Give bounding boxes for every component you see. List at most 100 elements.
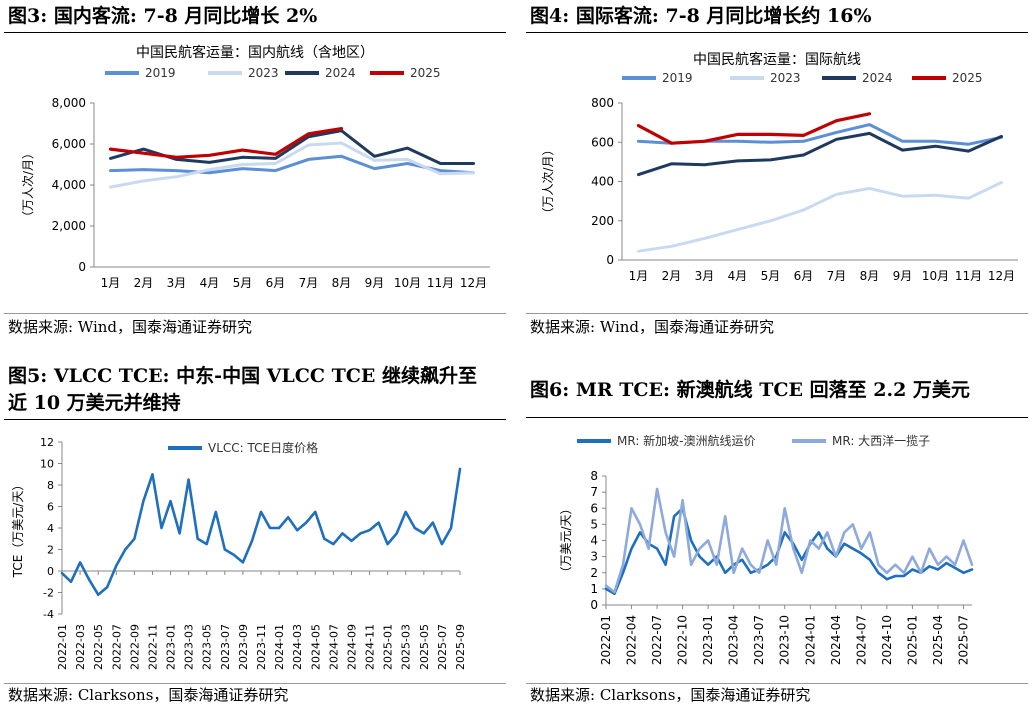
y-tick-label: 600 [591, 135, 614, 149]
chart-fig4: 中国民航客运量：国际航线 （万人次/月） 0 200 400 600 800 1月 2月 3月 4月… [541, 51, 1018, 283]
x-tick-label: 2022-09 [128, 624, 141, 670]
y-axis-label: TCE（万美元/天） [11, 479, 25, 579]
x-tick-label: 2025-07 [436, 624, 449, 670]
legend-label: 2025 [952, 71, 983, 85]
chart-fig5: TCE（万美元/天） -4 -2 0 2 4 6 8 10 12 2022-01 2022-03 202… [11, 436, 467, 670]
legend-label: 2025 [410, 66, 441, 80]
x-tick-label: 11月 [427, 276, 454, 290]
x-tick-label: 2022-11 [146, 624, 159, 670]
x-tick-label: 2024-09 [345, 624, 358, 670]
x-tick-label: 12月 [988, 269, 1015, 283]
x-tick-label: 3月 [167, 276, 187, 290]
x-tick-label: 2024-05 [309, 624, 322, 670]
y-axis-label: （万人次/月） [21, 147, 35, 223]
legend-label: 2024 [325, 66, 356, 80]
y-tick-label: 2,000 [52, 219, 86, 233]
source-note: 数据来源: Clarksons，国泰海通证券研究 [8, 686, 289, 704]
y-tick-label: -2 [43, 587, 54, 600]
panel-title: 图4: 国际客流: 7-8 月同比增长约 16% [530, 5, 872, 27]
x-tick-label: 7月 [299, 276, 319, 290]
x-tick-label: 3月 [695, 269, 715, 283]
series-line-4 [108, 126, 344, 159]
y-tick-label: 4,000 [52, 178, 86, 192]
panel-fig5: 图5: VLCC TCE: 中东-中国 VLCC TCE 继续飙升至 近 10 … [0, 360, 510, 706]
y-tick-label: 8 [47, 479, 54, 492]
legend-label: 2024 [862, 71, 893, 85]
x-tick-label: 2023-01 [701, 615, 715, 665]
y-tick-label: 0 [78, 260, 86, 274]
y-tick-label: 800 [591, 96, 614, 110]
x-tick-label: 2023-07 [752, 615, 766, 665]
series-line-3 [637, 131, 1003, 177]
x-tick-label: 2023-01 [165, 624, 178, 670]
y-tick-label: 5 [590, 517, 598, 531]
x-tick-label: 5月 [233, 276, 253, 290]
legend-label: 2023 [248, 66, 279, 80]
x-tick-label: 2022-07 [650, 615, 664, 665]
y-tick-label: 4 [47, 522, 54, 535]
legend-label: 2023 [770, 71, 801, 85]
x-tick-label: 2023-05 [201, 624, 214, 670]
panel-fig4: 图4: 国际客流: 7-8 月同比增长约 16% 中国民航客运量：国际航线 （万人… [522, 0, 1032, 345]
y-tick-label: 3 [590, 550, 598, 564]
x-tick-label: 2022-05 [92, 624, 105, 670]
x-tick-label: 10月 [922, 269, 949, 283]
y-tick-label: 0 [606, 253, 614, 267]
panel-title: 图5: VLCC TCE: 中东-中国 VLCC TCE 继续飙升至 [8, 365, 477, 387]
legend-label: MR: 大西洋一揽子 [832, 433, 930, 448]
source-divider [526, 683, 1028, 684]
series-line-3 [109, 129, 475, 165]
x-tick-label: 2025-04 [931, 615, 945, 665]
x-tick-label: 2023-11 [255, 624, 268, 670]
x-tick-label: 2023-04 [727, 615, 741, 665]
x-tick-label: 7月 [827, 269, 847, 283]
legend-label: 2019 [662, 71, 693, 85]
x-tick-label: 9月 [893, 269, 913, 283]
chart-fig3: 中国民航客运量：国内航线（含地区） （万人次/月） 0 2,000 4,000 6,000… [21, 44, 490, 290]
x-tick-label: 2022-01 [599, 615, 613, 665]
y-axis-label: （万美元/天） [559, 502, 573, 578]
y-tick-label: 6,000 [52, 137, 86, 151]
x-tick-label: 2月 [134, 276, 154, 290]
x-tick-label: 2024-07 [854, 615, 868, 665]
title-underline [526, 32, 1028, 33]
x-tick-label: 2023-07 [219, 624, 232, 670]
y-tick-label: 2 [590, 566, 598, 580]
title-underline [526, 417, 1028, 418]
source-note: 数据来源: Wind，国泰海通证券研究 [8, 318, 253, 336]
legend-label: MR: 新加坡-澳洲航线运价 [617, 433, 756, 448]
panel-fig6: 图6: MR TCE: 新澳航线 TCE 回落至 2.2 万美元 （万美元/天）… [522, 360, 1032, 706]
chart-title: 中国民航客运量：国际航线 [693, 51, 861, 68]
source-note: 数据来源: Clarksons，国泰海通证券研究 [530, 686, 811, 704]
y-tick-label: 0 [590, 598, 598, 612]
y-tick-label: 400 [591, 175, 614, 189]
x-tick-label: 2025-07 [956, 615, 970, 665]
x-tick-label: 5月 [761, 269, 781, 283]
x-tick-label: 4月 [200, 276, 220, 290]
legend-label: VLCC: TCE日度价格 [208, 440, 318, 455]
y-tick-label: 8 [590, 469, 598, 483]
x-tick-label: 2024-11 [364, 624, 377, 670]
chart-fig6: （万美元/天） 0 1 2 3 4 5 6 7 8 2022-01 2022-04 2022-07 202… [559, 433, 974, 665]
panel-title-line2: 近 10 万美元并维持 [8, 392, 181, 414]
x-tick-label: 2024-03 [291, 624, 304, 670]
x-tick-label: 2022-07 [110, 624, 123, 670]
x-tick-label: 2023-09 [237, 624, 250, 670]
y-tick-label: 10 [40, 458, 54, 471]
x-tick-label: 2024-01 [803, 615, 817, 665]
x-tick-label: 2023-03 [183, 624, 196, 670]
source-note: 数据来源: Wind，国泰海通证券研究 [530, 318, 775, 336]
title-underline [4, 419, 506, 420]
x-tick-label: 2025-01 [382, 624, 395, 670]
series-line-2 [604, 487, 974, 594]
x-tick-label: 9月 [365, 276, 385, 290]
x-tick-label: 1月 [629, 269, 649, 283]
x-tick-label: 2022-04 [625, 615, 639, 665]
x-tick-label: 2024-01 [273, 624, 286, 670]
x-tick-label: 2024-10 [880, 615, 894, 665]
x-tick-label: 2025-03 [400, 624, 413, 670]
source-divider [526, 313, 1028, 314]
x-tick-label: 11月 [955, 269, 982, 283]
x-tick-label: 2月 [662, 269, 682, 283]
x-tick-label: 6月 [266, 276, 286, 290]
